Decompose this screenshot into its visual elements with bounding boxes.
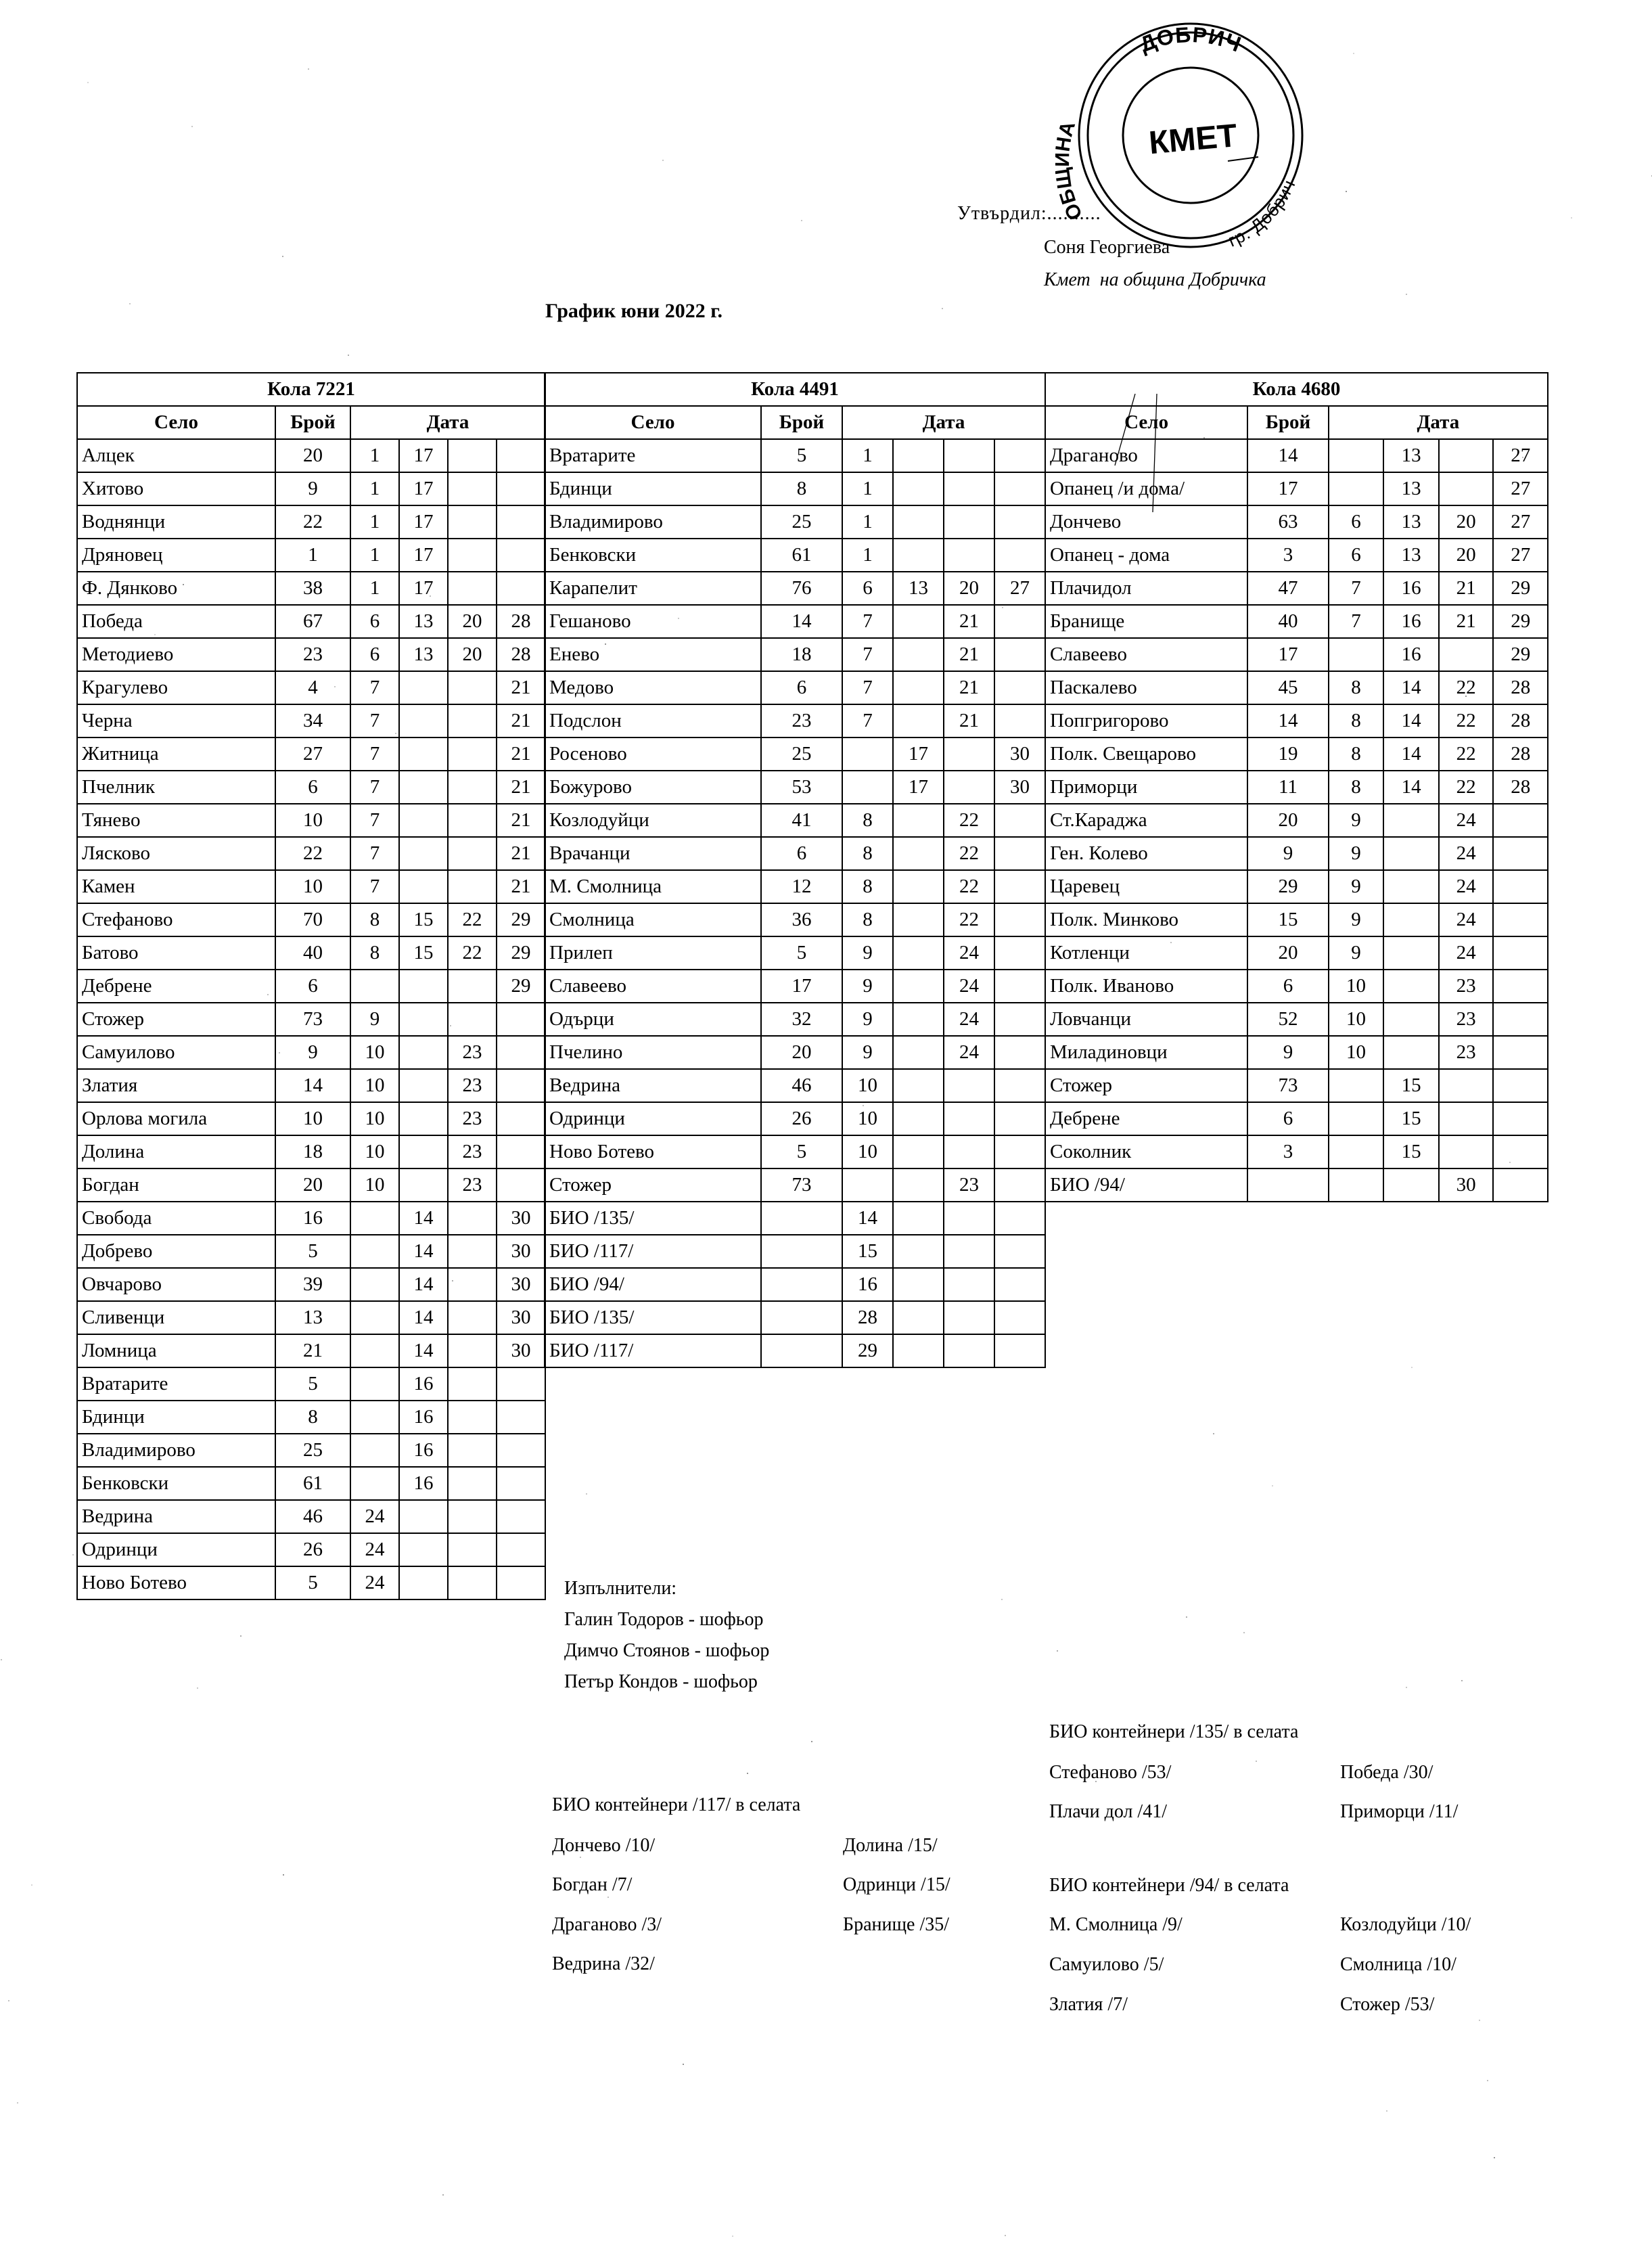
svg-text:КМЕТ: КМЕТ	[1147, 118, 1239, 161]
svg-text:ОБЩИНА: ОБЩИНА	[1055, 119, 1087, 223]
svg-text:гр. Добрич: гр. Добрич	[1225, 177, 1300, 251]
svg-text:ДОБРИЧ: ДОБРИЧ	[1137, 22, 1245, 57]
